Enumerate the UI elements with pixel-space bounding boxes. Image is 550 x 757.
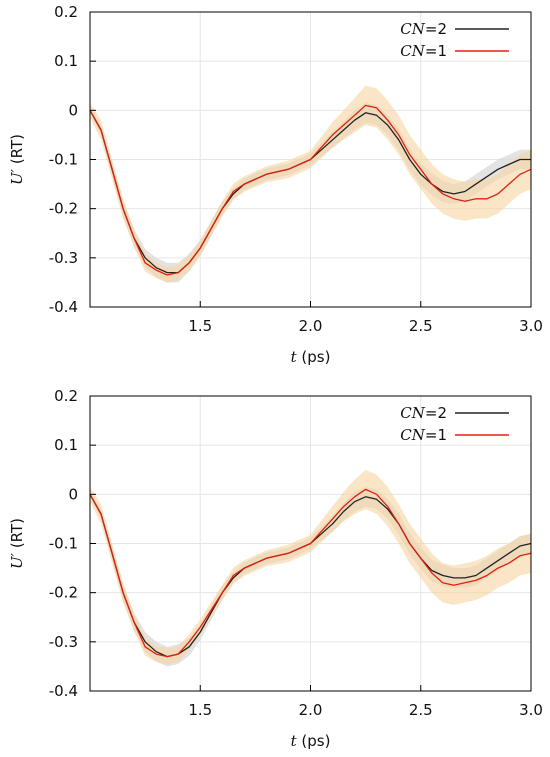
panel-2-y-tick-label-6: 0.2 (54, 387, 78, 405)
panel-2-legend-val-cn1: =1 (425, 426, 447, 444)
panel-2-legend-label-cn1: CN=1 (400, 426, 447, 444)
panel-1-x-tick-label-1: 2.0 (299, 317, 323, 335)
panel-2-y-axis-label: U′ (RT) (8, 518, 26, 569)
panel-2-legend: CN=2CN=1 (400, 404, 509, 444)
panel-1-legend-label-cn1: CN=1 (400, 42, 447, 60)
panel-2-x-tick-label-1: 2.0 (299, 701, 323, 719)
panel-1-x-axis-unit: (ps) (297, 348, 331, 366)
panel-2-line-cn2 (89, 493, 532, 658)
panel-1-y-tick-label-6: 0.2 (54, 3, 78, 21)
panel-2-x-tick-label-3: 3.0 (519, 701, 543, 719)
panel-1-x-axis-var: t (291, 348, 298, 366)
panel-1-x-tick-label-0: 1.5 (188, 317, 212, 335)
panel-2-x-axis-var: t (291, 732, 298, 750)
panel-2-y-tick-label-0: -0.4 (49, 682, 78, 700)
panel-1-legend-val-cn2: =2 (425, 20, 447, 38)
panel-1-y-tick-label-2: -0.2 (49, 200, 78, 218)
panel-1-y-axis-label: U′ (RT) (8, 134, 26, 185)
panel-2-line-cn1 (89, 488, 532, 658)
panel-2-y-tick-label-1: -0.3 (49, 633, 78, 651)
panel-1-legend: CN=2CN=1 (400, 20, 509, 60)
panel-2-x-tick-label-2: 2.5 (409, 701, 433, 719)
panel-2-y-tick-label-2: -0.2 (49, 584, 78, 602)
panel-2-legend-var-cn2: CN (400, 404, 425, 422)
panel-1-legend-label-cn2: CN=2 (400, 20, 447, 38)
panel-1-y-tick-label-4: 0 (68, 101, 78, 119)
panel-1-x-tick-label-3: 3.0 (519, 317, 543, 335)
panel-2-chart: 1.5 2.0 2.5 3.0 -0.4 -0.3 -0.2 -0.1 0 0.1 0.2 t (ps… (8, 387, 543, 750)
panel-1-y-tick-label-5: 0.1 (54, 52, 78, 70)
panel-2-y-tick-label-3: -0.1 (49, 535, 78, 553)
panel-1-y-axis-var: U′ (8, 168, 26, 185)
panel-2-x-axis-label: t (ps) (291, 732, 331, 750)
panel-1-y-tick-label-1: -0.3 (49, 249, 78, 267)
panel-1-band-cn1 (90, 85, 531, 283)
panel-2-y-axis-var: U′ (8, 552, 26, 569)
panel-1-y-tick-label-3: -0.1 (49, 151, 78, 169)
panel-1-chart: 1.5 2.0 2.5 3.0 -0.4 -0.3 -0.2 -0.1 0 0.1 0.2 t (ps… (8, 3, 543, 366)
panel-2-legend-var-cn1: CN (400, 426, 425, 444)
panel-1-x-axis-label: t (ps) (291, 348, 331, 366)
panel-1-x-tick-label-2: 2.5 (409, 317, 433, 335)
panel-2-y-tick-label-5: 0.1 (54, 436, 78, 454)
panel-1-y-axis-unit: (RT) (8, 134, 26, 169)
panel-1-legend-var-cn1: CN (400, 42, 425, 60)
panel-2-band-cn1 (90, 469, 531, 665)
panel-2-y-axis-unit: (RT) (8, 518, 26, 553)
panel-1-legend-var-cn2: CN (400, 20, 425, 38)
panel-1-legend-val-cn1: =1 (425, 42, 447, 60)
panel-1-line-cn2 (89, 109, 531, 274)
panel-2-x-axis-unit: (ps) (297, 732, 331, 750)
panel-1-line-cn1 (89, 104, 532, 276)
panel-2-x-tick-label-0: 1.5 (188, 701, 212, 719)
panel-1-y-tick-label-0: -0.4 (49, 298, 78, 316)
panel-2-y-tick-label-4: 0 (68, 485, 78, 503)
panel-2-legend-label-cn2: CN=2 (400, 404, 447, 422)
panel-2-legend-val-cn2: =2 (425, 404, 447, 422)
